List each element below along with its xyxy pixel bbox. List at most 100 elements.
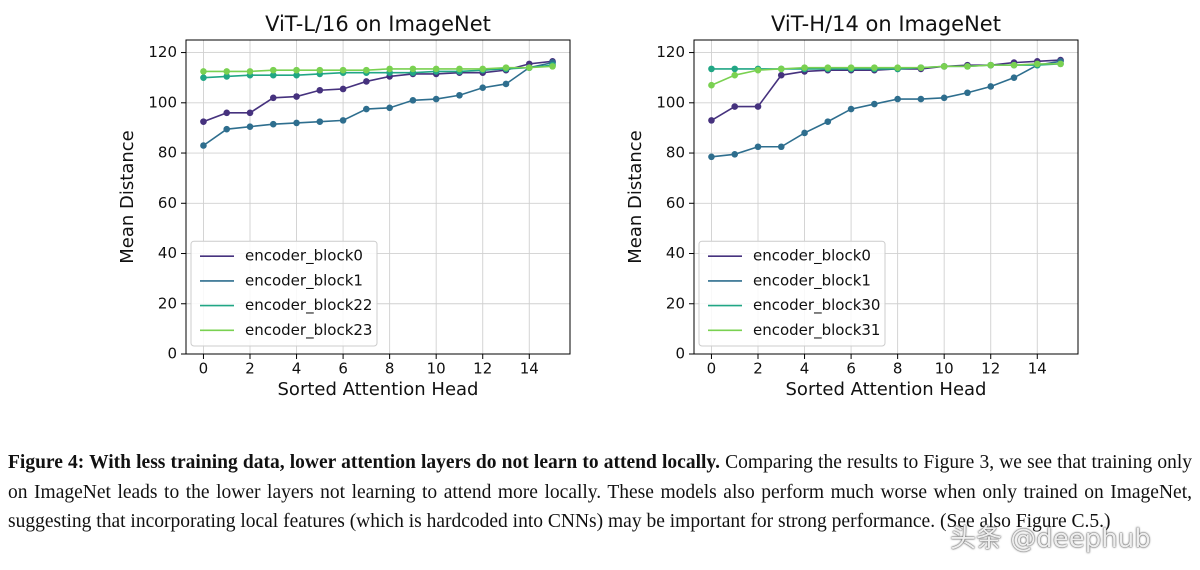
data-point xyxy=(246,123,254,130)
series-line xyxy=(203,65,553,73)
series-line xyxy=(711,60,1061,158)
data-point xyxy=(708,153,715,161)
data-point xyxy=(964,89,971,97)
y-axis-label: Mean Distance xyxy=(117,130,138,263)
x-tick-label: 0 xyxy=(199,360,209,378)
data-point xyxy=(731,150,739,158)
y-tick-label: 40 xyxy=(666,244,685,262)
data-point xyxy=(316,118,324,125)
data-point xyxy=(1057,60,1064,68)
data-point xyxy=(847,64,855,71)
legend-label: encoder_block1 xyxy=(245,271,363,290)
data-point xyxy=(200,68,207,75)
data-point xyxy=(777,143,785,151)
chart-title: ViT-H/14 on ImageNet xyxy=(771,12,1001,36)
legend-box xyxy=(698,240,886,347)
legend-label: encoder_block31 xyxy=(753,321,880,340)
data-point xyxy=(200,118,207,125)
y-tick-label: 100 xyxy=(656,93,685,111)
axes-frame xyxy=(185,39,571,355)
data-point xyxy=(363,78,370,85)
caption-bold: Figure 4: With less training data, lower… xyxy=(8,452,720,473)
series-line xyxy=(203,64,553,79)
x-tick-label: 14 xyxy=(1028,360,1047,378)
data-point xyxy=(940,94,948,102)
x-tick-label: 2 xyxy=(245,360,255,378)
data-point xyxy=(293,93,300,100)
data-point xyxy=(269,66,277,74)
data-point xyxy=(708,81,715,89)
y-tick-label: 80 xyxy=(158,144,177,162)
x-tick-label: 0 xyxy=(707,360,717,378)
data-point xyxy=(432,95,440,103)
data-point xyxy=(525,64,533,71)
data-point xyxy=(894,64,901,71)
data-point xyxy=(246,109,254,117)
data-point xyxy=(847,105,855,113)
x-tick-label: 6 xyxy=(846,360,856,378)
x-tick-label: 6 xyxy=(338,360,348,378)
data-point xyxy=(316,86,324,94)
data-point xyxy=(339,85,347,93)
x-tick-label: 10 xyxy=(935,360,954,378)
y-tick-label: 120 xyxy=(148,43,177,61)
data-point xyxy=(269,120,277,128)
data-point xyxy=(1010,61,1018,69)
y-tick-label: 0 xyxy=(675,345,685,363)
data-point xyxy=(754,103,762,110)
x-tick-label: 12 xyxy=(981,360,1000,378)
x-tick-label: 4 xyxy=(800,360,810,378)
data-point xyxy=(731,103,739,110)
data-point xyxy=(871,64,878,71)
data-point xyxy=(386,104,393,112)
data-point xyxy=(386,65,393,73)
data-point xyxy=(801,129,808,137)
data-point xyxy=(731,65,739,73)
y-tick-label: 20 xyxy=(158,294,177,312)
data-point xyxy=(917,64,925,71)
caption: Figure 4: With less training data, lower… xyxy=(8,448,1192,537)
data-point xyxy=(502,80,510,88)
data-point xyxy=(269,94,277,102)
legend-label: encoder_block0 xyxy=(245,247,363,266)
data-point xyxy=(987,83,995,90)
x-tick-label: 14 xyxy=(520,360,539,378)
data-point xyxy=(223,68,231,75)
y-axis-label: Mean Distance xyxy=(625,130,646,263)
legend-label: encoder_block0 xyxy=(753,247,871,266)
chart-title: ViT-L/16 on ImageNet xyxy=(265,12,491,36)
data-point xyxy=(269,71,277,79)
y-tick-label: 0 xyxy=(167,345,177,363)
data-point xyxy=(777,71,785,79)
x-axis-label: Sorted Attention Head xyxy=(786,379,987,400)
data-point xyxy=(316,66,324,74)
data-point xyxy=(223,73,231,80)
data-point xyxy=(708,117,715,124)
watermark: 头条 @deephub xyxy=(950,524,1151,554)
data-point xyxy=(871,100,878,108)
data-point xyxy=(987,61,995,69)
data-point xyxy=(940,63,948,70)
data-point xyxy=(363,66,370,74)
x-tick-label: 10 xyxy=(427,360,446,378)
data-point xyxy=(200,142,207,149)
data-point xyxy=(432,65,440,73)
legend-label: encoder_block23 xyxy=(245,321,372,340)
data-point xyxy=(731,71,739,79)
data-point xyxy=(200,74,207,81)
y-tick-label: 40 xyxy=(158,244,177,262)
legend-label: encoder_block30 xyxy=(753,296,880,315)
x-tick-label: 4 xyxy=(292,360,302,378)
data-point xyxy=(708,65,715,73)
data-point xyxy=(801,64,808,71)
x-tick-label: 8 xyxy=(385,360,395,378)
y-tick-label: 60 xyxy=(158,194,177,212)
series-line xyxy=(202,61,553,147)
x-tick-label: 12 xyxy=(473,360,492,378)
legend-label: encoder_block1 xyxy=(753,271,871,290)
data-point xyxy=(479,84,487,92)
data-point xyxy=(917,95,925,103)
data-point xyxy=(824,64,832,71)
